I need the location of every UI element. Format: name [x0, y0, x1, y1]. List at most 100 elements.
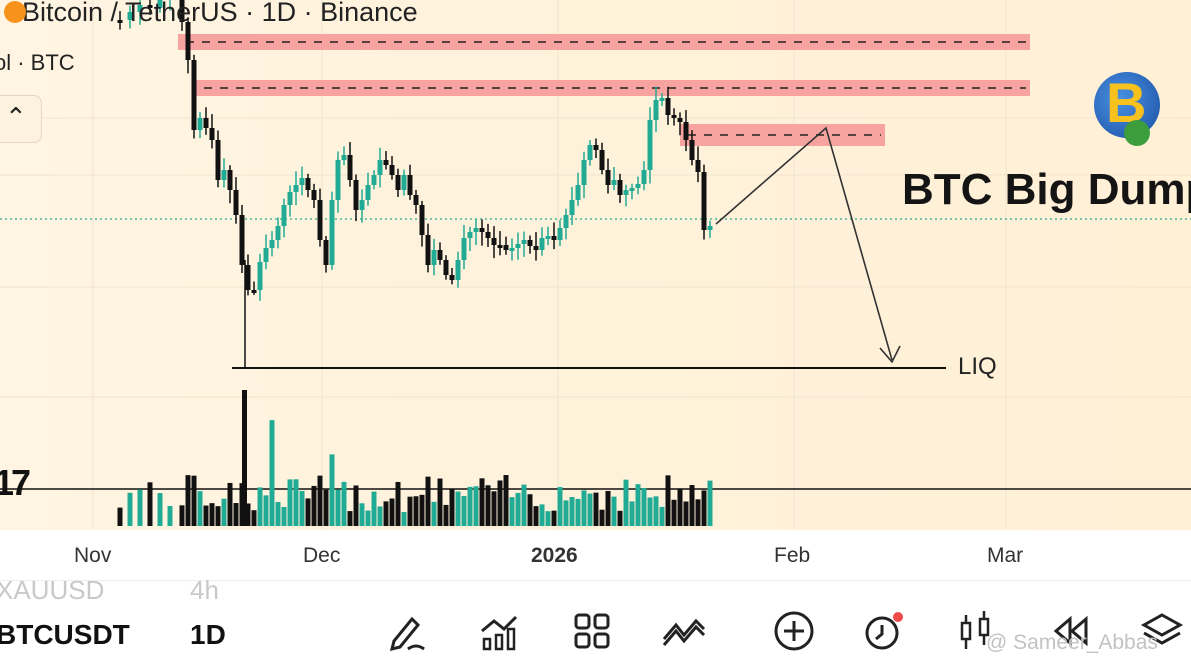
time-axis[interactable]: Nov Dec 2026 Feb Mar	[0, 530, 1191, 578]
volume-bar	[127, 492, 133, 526]
candles-icon[interactable]	[954, 609, 998, 653]
headline-text: BTC Big Dump	[902, 165, 1191, 214]
grid-icon[interactable]	[570, 609, 614, 653]
candle-body	[641, 170, 647, 184]
candle-body	[431, 250, 437, 265]
candle-body	[425, 235, 431, 265]
chart-area[interactable]: Bitcoin / TetherUS · 1D · Binance ol · B…	[0, 0, 1191, 530]
candle-body	[569, 200, 575, 215]
candle-body	[117, 20, 123, 23]
candle-body	[515, 244, 521, 248]
candle-body	[317, 200, 323, 240]
candle-body	[305, 178, 311, 190]
candle-body	[563, 215, 569, 228]
previous-symbol[interactable]: XAUUSD	[0, 575, 105, 605]
volume-bar	[515, 492, 521, 526]
previous-interval[interactable]: 4h	[190, 575, 219, 605]
volume-bar	[581, 490, 587, 526]
volume-bar	[473, 486, 479, 526]
candle-body	[287, 192, 293, 205]
volume-bar	[521, 484, 527, 526]
symbol-selector[interactable]: BTCUSDT	[0, 619, 130, 650]
price-chart[interactable]	[0, 0, 1191, 530]
volume-bar	[443, 504, 449, 526]
volume-bar	[485, 485, 491, 526]
candle-body	[455, 260, 461, 280]
volume-bar	[359, 503, 365, 526]
indicators-icon[interactable]	[478, 609, 522, 653]
candle-body	[281, 205, 287, 226]
volume-bar	[191, 475, 197, 526]
candle-body	[127, 12, 133, 20]
volume-bar	[389, 498, 395, 526]
volume-bar	[419, 494, 425, 526]
volume-bar	[455, 491, 461, 526]
candle-body	[323, 240, 329, 265]
volume-bar	[557, 487, 563, 526]
candle-body	[677, 118, 683, 122]
volume-bar	[401, 511, 407, 526]
volume-bar	[551, 510, 557, 526]
volume-bar	[527, 494, 533, 526]
volume-bar	[569, 496, 575, 526]
volume-bar	[353, 485, 359, 526]
volume-bar	[395, 481, 401, 526]
volume-bar	[587, 493, 593, 526]
volume-bar	[593, 492, 599, 526]
candle-body	[299, 178, 305, 185]
candle-body	[185, 22, 191, 60]
candle-body	[413, 195, 419, 205]
candle-body	[353, 180, 359, 210]
volume-bar	[311, 485, 317, 526]
candle-body	[191, 60, 197, 130]
tradingview-logo-icon: 17	[0, 462, 31, 503]
alert-clock-icon[interactable]	[862, 609, 906, 653]
volume-bar	[257, 487, 263, 526]
candle-body	[401, 175, 407, 190]
candle-body	[671, 115, 677, 118]
compare-icon[interactable]	[662, 609, 706, 653]
candle-body	[707, 226, 713, 230]
candle-body	[179, 0, 185, 22]
candle-body	[473, 228, 479, 232]
interval-selector[interactable]: 1D	[190, 619, 226, 650]
volume-bar	[197, 491, 203, 526]
plus-icon[interactable]	[772, 609, 816, 653]
bottom-toolbar: XAUUSD 4h BTCUSDT 1D	[0, 575, 1191, 669]
volume-bar	[677, 488, 683, 526]
candle-body	[575, 185, 581, 200]
volume-bar	[695, 499, 701, 526]
volume-bar	[491, 491, 497, 526]
candle-body	[449, 275, 455, 280]
candle-body	[653, 100, 659, 120]
candle-body	[467, 232, 473, 238]
volume-bar	[605, 490, 611, 526]
candle-body	[365, 185, 371, 200]
candle-body	[335, 160, 341, 200]
volume-bar	[653, 496, 659, 526]
layers-icon[interactable]	[1140, 609, 1184, 653]
candle-body	[209, 128, 215, 140]
candle-body	[215, 140, 221, 180]
volume-bar	[335, 489, 341, 526]
candle-body	[245, 265, 251, 290]
volume-bar	[299, 490, 305, 526]
candle-body	[329, 200, 335, 265]
volume-bar	[431, 501, 437, 526]
volume-bar	[221, 498, 227, 526]
pencil-icon[interactable]	[384, 609, 428, 653]
candle-body	[485, 232, 491, 238]
volume-bar	[203, 505, 209, 526]
chart-title: Bitcoin / TetherUS · 1D · Binance	[4, 0, 418, 28]
candle-body	[137, 5, 143, 12]
volume-bar	[545, 511, 551, 526]
volume-bar	[479, 478, 485, 526]
replay-icon[interactable]	[1048, 609, 1092, 653]
volume-bar	[497, 480, 503, 526]
volume-bar	[137, 489, 143, 526]
collapse-legend-button[interactable]: ⌃	[0, 95, 42, 143]
candle-body	[377, 160, 383, 175]
candle-body	[587, 145, 593, 160]
volume-bar	[233, 503, 239, 526]
candle-body	[269, 240, 275, 248]
